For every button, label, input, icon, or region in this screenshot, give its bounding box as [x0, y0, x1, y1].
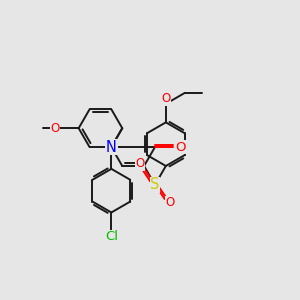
Text: O: O	[161, 92, 170, 105]
Text: O: O	[165, 196, 174, 209]
Text: N: N	[106, 140, 117, 154]
Text: O: O	[175, 141, 186, 154]
Text: O: O	[51, 122, 60, 135]
Text: Cl: Cl	[105, 230, 118, 243]
Text: O: O	[136, 157, 145, 170]
Text: S: S	[150, 177, 160, 192]
